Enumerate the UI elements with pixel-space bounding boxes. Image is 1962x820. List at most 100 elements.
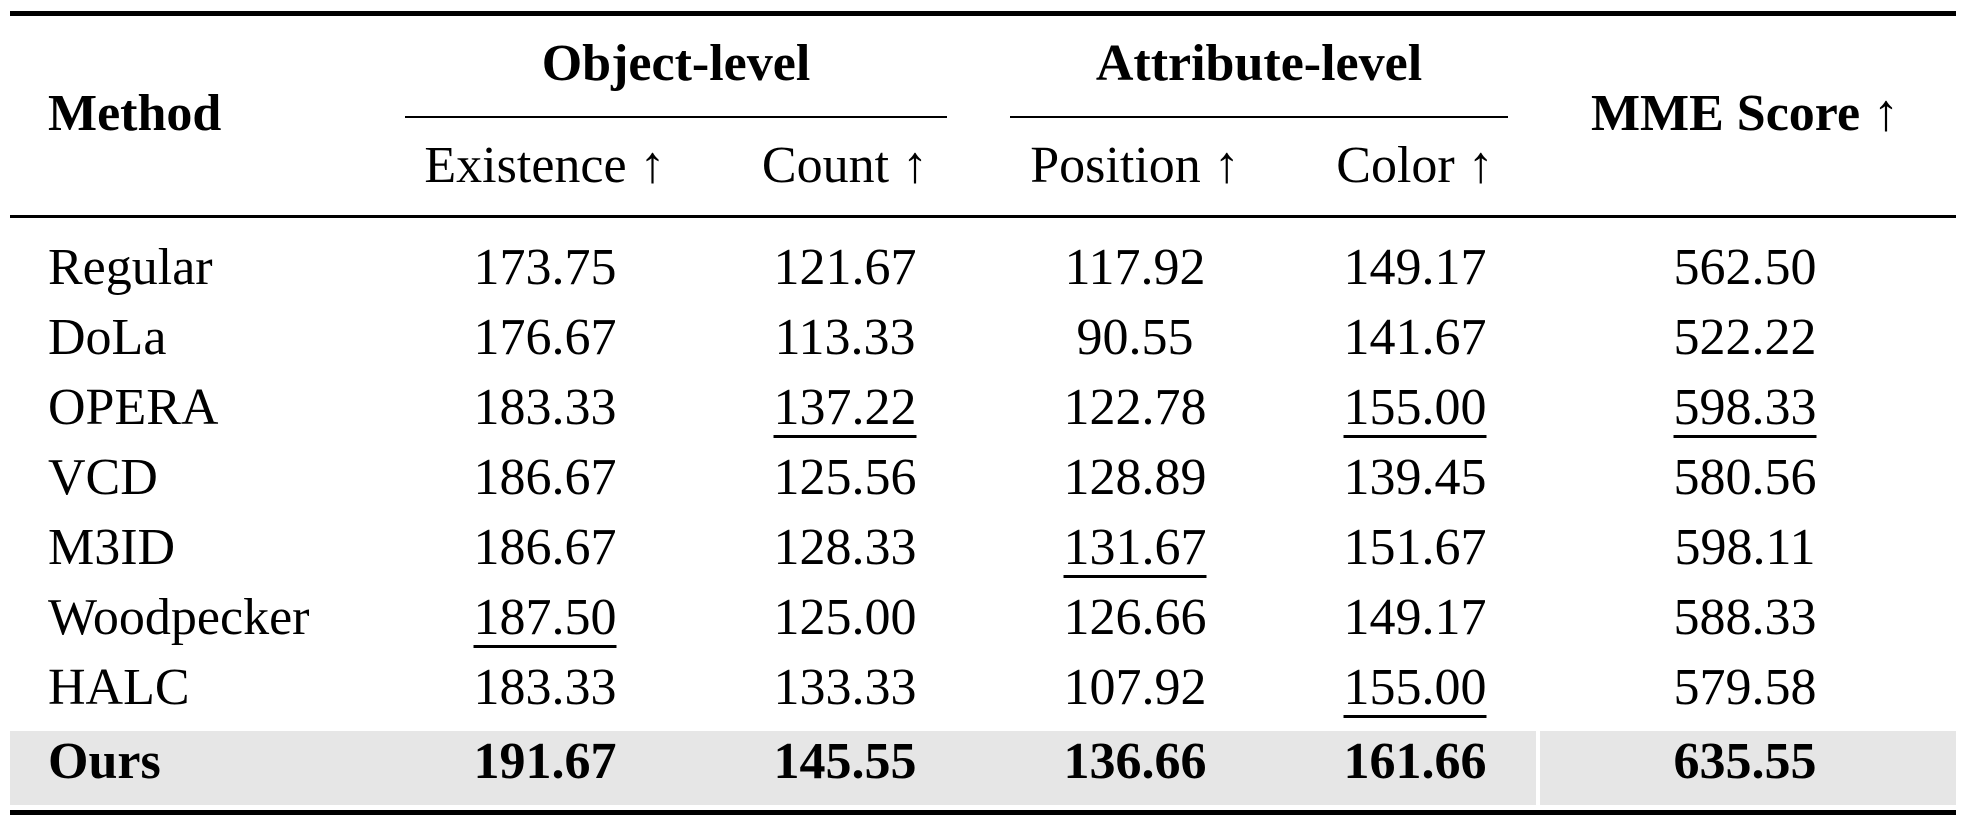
cell-value: 122.78 bbox=[1063, 379, 1207, 436]
cell-value: 176.67 bbox=[473, 309, 617, 366]
cell-count: 113.33 bbox=[715, 307, 975, 369]
cell-value: 183.33 bbox=[473, 659, 617, 716]
header-position: Position ↑ bbox=[1030, 137, 1240, 194]
cell-value: 133.33 bbox=[773, 659, 917, 716]
cell-existence: 183.33 bbox=[385, 377, 705, 439]
header-attribute-level: Attribute-level bbox=[1095, 35, 1423, 92]
cell-value: 128.89 bbox=[1063, 449, 1207, 506]
cell-mme-score: 522.22 bbox=[1540, 307, 1950, 369]
cell-mme-score: 598.33 bbox=[1540, 377, 1950, 439]
header-existence: Existence ↑ bbox=[424, 137, 666, 194]
cell-position: 131.67 bbox=[985, 517, 1285, 579]
cell-existence: 191.67 bbox=[385, 731, 705, 793]
row-method-label: HALC bbox=[48, 659, 190, 716]
cell-color: 161.66 bbox=[1285, 731, 1545, 793]
cell-value: 579.58 bbox=[1673, 659, 1817, 716]
cell-value: 635.55 bbox=[1673, 733, 1817, 790]
cell-value: 522.22 bbox=[1673, 309, 1817, 366]
cell-mme-score: 598.11 bbox=[1540, 517, 1950, 579]
cell-existence: 187.50 bbox=[385, 587, 705, 649]
cell-mme-score: 579.58 bbox=[1540, 657, 1950, 719]
cell-color: 151.67 bbox=[1285, 517, 1545, 579]
cell-value: 121.67 bbox=[773, 239, 917, 296]
cell-color: 155.00 bbox=[1285, 377, 1545, 439]
cell-count: 145.55 bbox=[715, 731, 975, 793]
cell-mme-score: 580.56 bbox=[1540, 447, 1950, 509]
cell-existence: 176.67 bbox=[385, 307, 705, 369]
best-row-highlight bbox=[10, 731, 1956, 805]
cell-position: 107.92 bbox=[985, 657, 1285, 719]
cell-value: 186.67 bbox=[473, 519, 617, 576]
cell-value: 155.00 bbox=[1343, 659, 1487, 716]
table-header-rule bbox=[10, 215, 1956, 218]
table-top-rule bbox=[10, 11, 1956, 16]
cell-value: 161.66 bbox=[1343, 733, 1487, 790]
cell-value: 131.67 bbox=[1063, 519, 1207, 576]
cell-count: 133.33 bbox=[715, 657, 975, 719]
cell-count: 137.22 bbox=[715, 377, 975, 439]
cell-existence: 186.67 bbox=[385, 517, 705, 579]
cell-mme-score: 562.50 bbox=[1540, 237, 1950, 299]
cell-value: 580.56 bbox=[1673, 449, 1817, 506]
cell-value: 588.33 bbox=[1673, 589, 1817, 646]
cell-position: 126.66 bbox=[985, 587, 1285, 649]
cell-value: 139.45 bbox=[1343, 449, 1487, 506]
cell-count: 121.67 bbox=[715, 237, 975, 299]
cell-value: 113.33 bbox=[774, 309, 916, 366]
cell-position: 136.66 bbox=[985, 731, 1285, 793]
cell-value: 107.92 bbox=[1063, 659, 1207, 716]
cell-color: 139.45 bbox=[1285, 447, 1545, 509]
row-method-label: OPERA bbox=[48, 379, 219, 436]
header-mme-score: MME Score ↑ bbox=[1590, 85, 1900, 142]
cell-value: 598.11 bbox=[1674, 519, 1816, 576]
cell-count: 128.33 bbox=[715, 517, 975, 579]
header-object-level: Object-level bbox=[541, 35, 811, 92]
table-bottom-rule bbox=[10, 810, 1956, 815]
cell-value: 128.33 bbox=[773, 519, 917, 576]
cell-value: 187.50 bbox=[473, 589, 617, 646]
cell-value: 126.66 bbox=[1063, 589, 1207, 646]
row-method-label: Ours bbox=[48, 733, 161, 790]
cell-existence: 173.75 bbox=[385, 237, 705, 299]
header-count: Count ↑ bbox=[761, 137, 929, 194]
header-method: Method bbox=[48, 85, 222, 142]
row-method-label: VCD bbox=[48, 449, 158, 506]
cell-value: 125.00 bbox=[773, 589, 917, 646]
cell-color: 149.17 bbox=[1285, 587, 1545, 649]
cell-mme-score: 588.33 bbox=[1540, 587, 1950, 649]
cell-position: 117.92 bbox=[985, 237, 1285, 299]
cell-position: 122.78 bbox=[985, 377, 1285, 439]
cell-value: 136.66 bbox=[1063, 733, 1207, 790]
cell-position: 90.55 bbox=[985, 307, 1285, 369]
cell-value: 149.17 bbox=[1343, 239, 1487, 296]
cell-value: 155.00 bbox=[1343, 379, 1487, 436]
cell-value: 183.33 bbox=[473, 379, 617, 436]
row-method-label: DoLa bbox=[48, 309, 167, 366]
cell-value: 151.67 bbox=[1343, 519, 1487, 576]
attribute-level-rule bbox=[1010, 116, 1508, 118]
object-level-rule bbox=[405, 116, 947, 118]
row-method-label: Regular bbox=[48, 239, 213, 296]
cell-value: 598.33 bbox=[1673, 379, 1817, 436]
cell-existence: 183.33 bbox=[385, 657, 705, 719]
cell-value: 186.67 bbox=[473, 449, 617, 506]
cell-value: 562.50 bbox=[1673, 239, 1817, 296]
cell-value: 145.55 bbox=[773, 733, 917, 790]
cell-value: 173.75 bbox=[473, 239, 617, 296]
cell-value: 90.55 bbox=[1076, 309, 1194, 366]
cell-existence: 186.67 bbox=[385, 447, 705, 509]
cell-value: 117.92 bbox=[1064, 239, 1206, 296]
cell-color: 149.17 bbox=[1285, 237, 1545, 299]
row-method-label: M3ID bbox=[48, 519, 176, 576]
cell-value: 137.22 bbox=[773, 379, 917, 436]
cell-value: 191.67 bbox=[473, 733, 617, 790]
cell-count: 125.56 bbox=[715, 447, 975, 509]
cell-position: 128.89 bbox=[985, 447, 1285, 509]
cell-color: 141.67 bbox=[1285, 307, 1545, 369]
header-color: Color ↑ bbox=[1336, 137, 1494, 194]
cell-count: 125.00 bbox=[715, 587, 975, 649]
cell-color: 155.00 bbox=[1285, 657, 1545, 719]
cell-value: 141.67 bbox=[1343, 309, 1487, 366]
best-row-separator bbox=[1536, 731, 1540, 805]
